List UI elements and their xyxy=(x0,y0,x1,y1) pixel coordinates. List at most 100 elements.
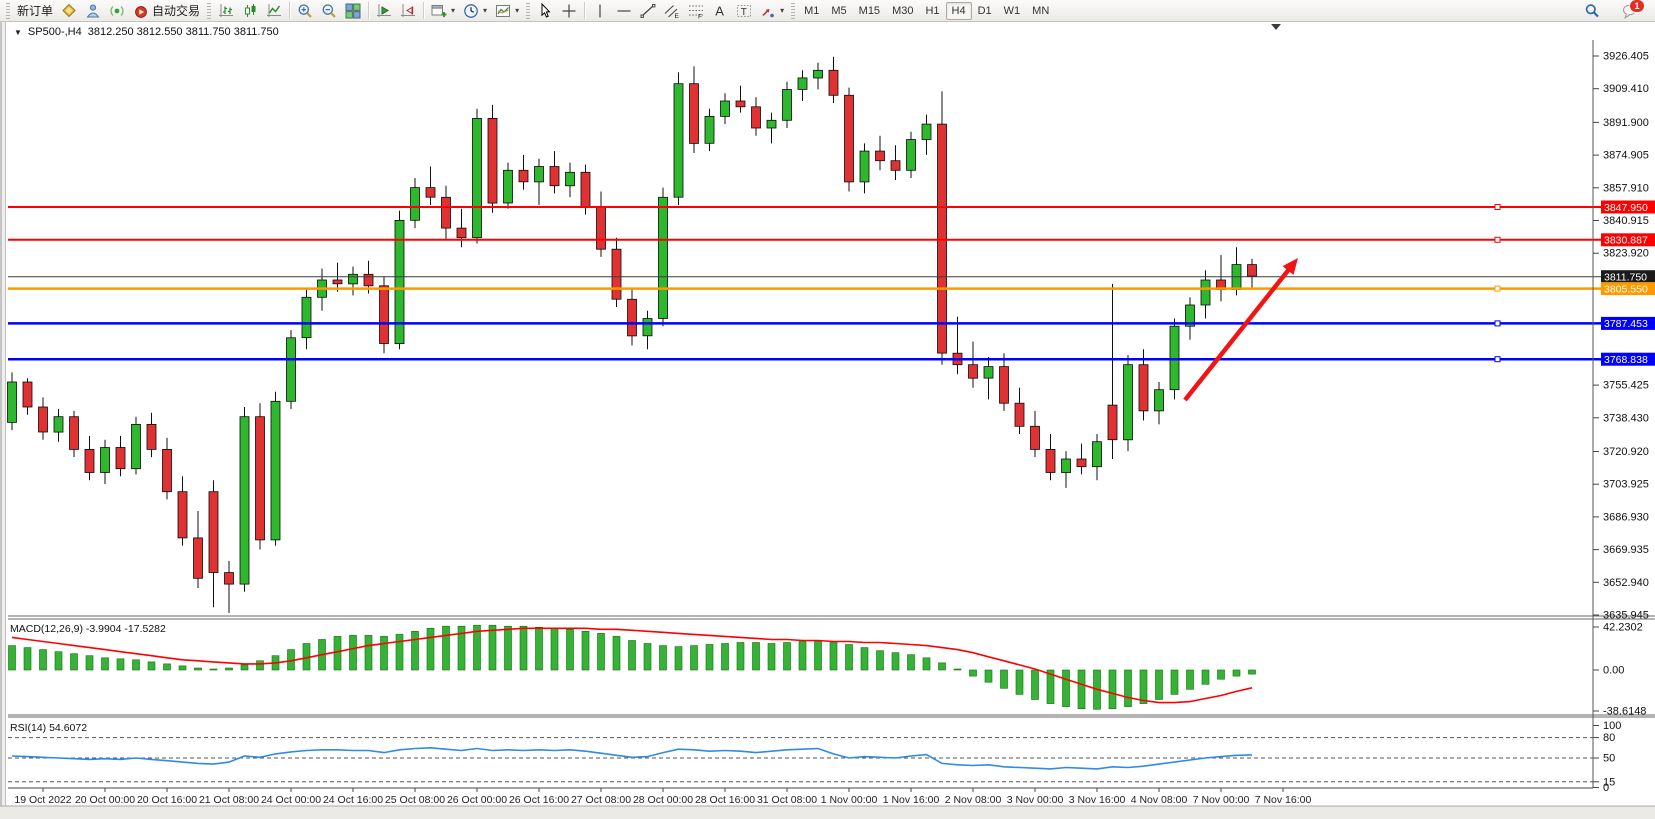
svg-text:20 Oct 00:00: 20 Oct 00:00 xyxy=(75,794,135,806)
svg-text:1 Nov 16:00: 1 Nov 16:00 xyxy=(883,794,940,806)
template-icon xyxy=(495,3,511,19)
text-button[interactable]: A xyxy=(708,0,732,22)
new-order-button[interactable]: 新订单 xyxy=(13,0,57,22)
svg-text:3 Nov 00:00: 3 Nov 00:00 xyxy=(1007,794,1064,806)
timeframe-button-mn[interactable]: MN xyxy=(1032,4,1050,17)
svg-text:MACD(12,26,9) -3.9904 -17.5282: MACD(12,26,9) -3.9904 -17.5282 xyxy=(10,623,166,635)
tile-windows-icon xyxy=(345,3,361,19)
toolbar-separator xyxy=(289,2,291,19)
toolbar-grip[interactable] xyxy=(526,2,531,19)
svg-text:3652.940: 3652.940 xyxy=(1603,577,1649,589)
periods-button[interactable]: ▾ xyxy=(459,0,491,22)
fibonacci-button[interactable]: F xyxy=(684,0,708,22)
horizontal-line-icon xyxy=(616,3,632,19)
svg-text:21 Oct 08:00: 21 Oct 08:00 xyxy=(199,794,259,806)
trendline-icon xyxy=(640,3,656,19)
toolbar-separator xyxy=(423,2,425,19)
candlestick-button[interactable] xyxy=(238,0,262,22)
search-button[interactable] xyxy=(1580,0,1604,22)
timeframe-button-m15[interactable]: M15 xyxy=(858,4,881,17)
vertical-line-icon xyxy=(592,3,608,19)
styler-button[interactable] xyxy=(57,0,81,22)
toolbar-separator xyxy=(368,2,370,19)
crosshair-icon xyxy=(561,3,577,19)
autotrading-button[interactable]: 自动交易 xyxy=(129,0,204,22)
svg-text:3926.405: 3926.405 xyxy=(1603,51,1649,63)
chart-shift-button[interactable] xyxy=(396,0,420,22)
svg-text:2 Nov 08:00: 2 Nov 08:00 xyxy=(945,794,1002,806)
svg-text:A: A xyxy=(715,3,724,18)
svg-text:3909.410: 3909.410 xyxy=(1603,83,1649,95)
chat-button[interactable]: 1 xyxy=(1618,0,1645,22)
zoom-in-button[interactable] xyxy=(293,0,317,22)
svg-text:28 Oct 00:00: 28 Oct 00:00 xyxy=(633,794,693,806)
svg-text:100: 100 xyxy=(1603,720,1621,732)
zoom-out-button[interactable] xyxy=(317,0,341,22)
svg-text:0.00: 0.00 xyxy=(1603,665,1624,677)
text-icon: A xyxy=(712,3,728,19)
new-chart-button[interactable]: ▾ xyxy=(427,0,459,22)
arrows-icon xyxy=(760,3,776,19)
svg-text:3755.425: 3755.425 xyxy=(1603,380,1649,392)
label-button[interactable]: T xyxy=(732,0,756,22)
svg-text:28 Oct 16:00: 28 Oct 16:00 xyxy=(695,794,755,806)
svg-text:4 Nov 08:00: 4 Nov 08:00 xyxy=(1131,794,1188,806)
horizontal-line-button[interactable] xyxy=(612,0,636,22)
trendline-button[interactable] xyxy=(636,0,660,22)
toolbar-grip[interactable] xyxy=(6,2,10,19)
templates-button[interactable]: ▾ xyxy=(491,0,523,22)
channel-button[interactable]: E xyxy=(660,0,684,22)
svg-text:3840.915: 3840.915 xyxy=(1603,215,1649,227)
svg-text:1 Nov 00:00: 1 Nov 00:00 xyxy=(821,794,878,806)
svg-text:50: 50 xyxy=(1603,753,1615,765)
toolbar-separator xyxy=(584,2,586,19)
svg-text:7 Nov 16:00: 7 Nov 16:00 xyxy=(1255,794,1312,806)
svg-text:3830.887: 3830.887 xyxy=(1604,235,1648,247)
line-chart-button[interactable] xyxy=(262,0,286,22)
toolbar-grip[interactable] xyxy=(791,2,796,19)
svg-text:24 Oct 16:00: 24 Oct 16:00 xyxy=(323,794,383,806)
toolbar-grip[interactable] xyxy=(207,2,212,19)
fibonacci-icon: F xyxy=(688,3,704,19)
timeframe-button-w1[interactable]: W1 xyxy=(1003,4,1021,17)
chart-shift-icon xyxy=(400,3,416,19)
svg-text:3847.950: 3847.950 xyxy=(1604,202,1648,214)
bar-chart-button[interactable] xyxy=(214,0,238,22)
auto-scroll-button[interactable] xyxy=(372,0,396,22)
timeframe-button-d1[interactable]: D1 xyxy=(977,4,992,17)
svg-text:3787.453: 3787.453 xyxy=(1604,318,1648,330)
timeframe-button-h4[interactable]: H4 xyxy=(945,1,972,20)
experts-button[interactable] xyxy=(81,0,105,22)
price-chart[interactable]: MACD(12,26,9) -3.9904 -17.5282 42.2302 0.0… xyxy=(0,22,1655,819)
zoom-in-icon xyxy=(297,3,313,19)
svg-text:RSI(14) 54.6072: RSI(14) 54.6072 xyxy=(10,722,87,734)
chevron-down-icon: ▾ xyxy=(483,6,488,15)
svg-text:3635.945: 3635.945 xyxy=(1603,610,1649,622)
autotrading-icon xyxy=(133,3,149,19)
notification-badge: 1 xyxy=(1629,0,1645,13)
line-chart-icon xyxy=(266,3,282,19)
chevron-down-icon: ▾ xyxy=(515,6,520,15)
timeframe-button-h1[interactable]: H1 xyxy=(925,4,940,17)
timeframe-button-m5[interactable]: M5 xyxy=(831,4,847,17)
svg-text:F: F xyxy=(698,13,702,19)
tile-windows-button[interactable] xyxy=(341,0,365,22)
add-chart-icon xyxy=(431,3,447,19)
symbol-period-label: SP500-,H4 xyxy=(27,26,82,38)
svg-text:3 Nov 16:00: 3 Nov 16:00 xyxy=(1069,794,1126,806)
timeframe-button-m30[interactable]: M30 xyxy=(892,4,914,17)
chevron-down-icon: ▾ xyxy=(780,6,785,15)
svg-text:24 Oct 00:00: 24 Oct 00:00 xyxy=(261,794,321,806)
signals-button[interactable] xyxy=(105,0,129,22)
cursor-button[interactable] xyxy=(533,0,557,22)
bar-chart-icon xyxy=(218,3,234,19)
timeframe-button-m1[interactable]: M1 xyxy=(804,4,820,17)
crosshair-button[interactable] xyxy=(557,0,581,22)
arrows-button[interactable]: ▾ xyxy=(756,0,788,22)
vertical-line-button[interactable] xyxy=(588,0,612,22)
chart-title-bar: ▼ SP500-,H4 3812.250 3812.550 3811.750 3… xyxy=(14,26,279,38)
chart-collapse-icon[interactable]: ▼ xyxy=(14,27,22,37)
svg-text:31 Oct 08:00: 31 Oct 08:00 xyxy=(757,794,817,806)
svg-text:25 Oct 08:00: 25 Oct 08:00 xyxy=(385,794,445,806)
